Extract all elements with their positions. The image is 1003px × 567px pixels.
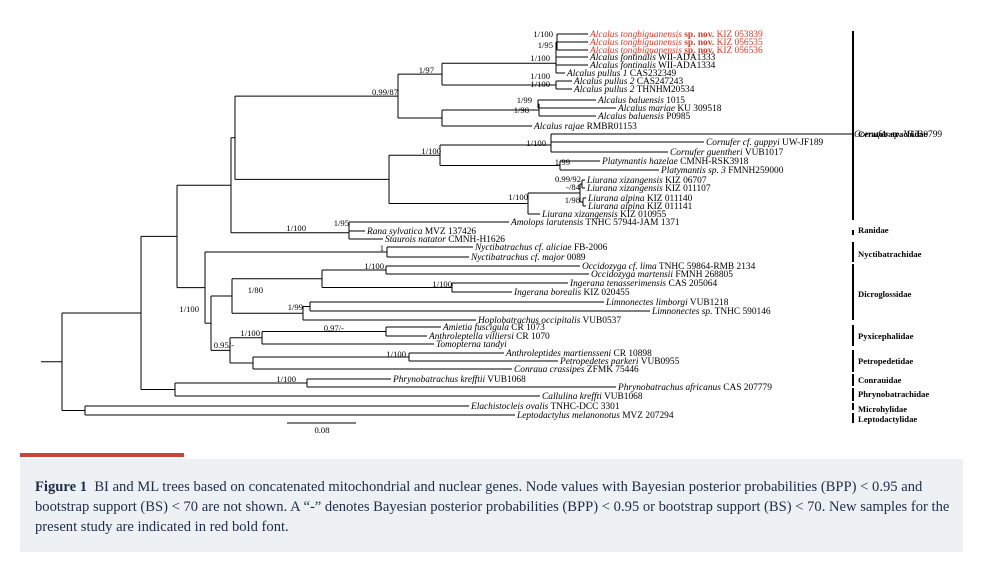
taxon-label: Occidozyga martensii FMNH 268805 — [591, 270, 733, 280]
support-value: 0.97/- — [324, 323, 344, 333]
taxon-label: Platymantis hazelae CMNH-RSK3918 — [601, 157, 749, 167]
support-value: 1/99 — [555, 157, 570, 167]
taxon-label: Alcalus fontinalis WII-ADA1334 — [589, 60, 716, 71]
support-value: 1/98 — [514, 105, 529, 115]
support-value: -/84 — [566, 182, 581, 192]
taxon-label: Liurana alpina KIZ 011141 — [587, 202, 693, 212]
support-value: 1/100 — [386, 349, 406, 359]
support-value: 1/80 — [248, 285, 263, 295]
support-value: 1/100 — [276, 374, 296, 384]
taxon-label: Liurana xizangensis KIZ 011107 — [586, 184, 711, 194]
support-value: 1/100 — [508, 192, 528, 202]
caption-label: Figure 1 — [35, 479, 88, 495]
taxon-label: Rana sylvatica MVZ 137426 — [366, 227, 476, 237]
taxon-label: Nyctibatrachus cf. major 0089 — [470, 252, 586, 263]
taxon-label: Tomopterna tandyi — [436, 340, 507, 350]
support-value: 1/100 — [240, 328, 260, 338]
figure-caption: Figure 1 BI and ML trees based on concat… — [35, 477, 950, 537]
support-value: 1/100 — [364, 261, 384, 271]
caption-accent-bar — [20, 453, 184, 457]
caption-text: BI and ML trees based on concatenated mi… — [35, 479, 950, 535]
taxon-label: Alcalus mariae KU 309518 — [617, 104, 722, 114]
support-value: 1/100 — [530, 79, 550, 89]
support-value: 1/100 — [432, 279, 452, 289]
taxon-label: Cornufer cf. guppyi UW-JF189 — [706, 137, 824, 148]
support-value: 1 — [380, 243, 384, 253]
taxon-label: Alcalus rajae RMBR01153 — [533, 122, 637, 132]
support-value: 1/100 — [526, 138, 546, 148]
scale-bar-label: 0.08 — [314, 425, 329, 435]
taxon-label: Liurana xizangensis KIZ 06707 — [586, 176, 707, 186]
family-label: Leptodactylidae — [858, 414, 917, 424]
taxon-label: Ingerana tenasserimensis CAS 205064 — [569, 279, 717, 289]
taxon-label: Alcalus tongbiguanensis sp. nov. KIZ 053… — [589, 30, 763, 40]
support-value: 1/100 — [530, 53, 550, 63]
taxon-label: Anthroleptella villiersi CR 1070 — [428, 332, 550, 342]
taxon-label: Hoplobatrachus occipitalis VUB0537 — [477, 316, 621, 326]
support-value: 1/100 — [179, 304, 199, 314]
family-label: Nyctibatrachidae — [858, 249, 922, 259]
family-label: Dicroglossidae — [858, 289, 911, 299]
taxon-label: Phrynobatrachus krefftii VUB1068 — [392, 374, 526, 385]
support-value: 1/100 — [286, 223, 306, 233]
taxon-label: Ingerana borealis KIZ 020455 — [513, 288, 630, 298]
phylogenetic-tree: Alcalus tongbiguanensis sp. nov. KIZ 053… — [41, 29, 942, 435]
support-value: 0.99/92 — [555, 174, 581, 184]
taxon-label: Leptodactylus melanonotus MVZ 207294 — [516, 411, 674, 421]
taxon-label: Amolops larutensis TNHC 57944-JAM 1371 — [510, 218, 680, 228]
support-value: 1/100 — [533, 29, 553, 39]
family-label: Petropedetidae — [858, 356, 913, 366]
support-value: 1/95 — [538, 40, 553, 50]
taxon-label: Amietia fuscigula CR 1073 — [442, 322, 545, 333]
taxon-label: Liurana xizangensis KIZ 010955 — [541, 210, 667, 220]
support-value: 1/97 — [419, 65, 435, 75]
family-label: Pyxicephalidae — [858, 331, 914, 341]
taxon-label: Phrynobatrachus africanus CAS 207779 — [617, 382, 772, 393]
family-label: Ranidae — [858, 225, 889, 235]
taxon-label: Alcalus baluensis P0985 — [597, 112, 691, 122]
taxon-label: Alcalus pullus 1 CAS232349 — [566, 69, 676, 79]
caption-box — [20, 459, 963, 552]
family-label: Microhylidae — [858, 404, 907, 414]
taxon-label: Conraua crassipes ZFMK 75446 — [514, 365, 639, 375]
taxon-label: Liurana alpina KIZ 011140 — [587, 194, 693, 204]
support-value: 1/98 — [565, 195, 580, 205]
taxon-label: Limnonectes limborgi VUB1218 — [605, 298, 729, 308]
support-value: 1/95 — [334, 218, 349, 228]
taxon-label: Alcalus tongbiguanensis sp. nov. KIZ 056… — [589, 46, 763, 56]
taxon-label: Alcalus fontinalis WII-ADA1333 — [589, 52, 716, 63]
family-label: Ceratobatrachidae — [858, 129, 927, 139]
family-label: Conrauidae — [858, 375, 902, 385]
taxon-label: Platymantis sp. 3 FMNH259000 — [660, 166, 784, 176]
taxon-label: Elachistocleis ovalis TNHC-DCC 3301 — [470, 402, 620, 412]
taxon-label: Anthroleptides martiensseni CR 10898 — [505, 349, 652, 359]
taxon-label: Cornufer guentheri VUB1017 — [670, 147, 784, 158]
taxon-label: Nyctibatrachus cf. aliciae FB-2006 — [474, 242, 608, 253]
taxon-label: Cornufer sp. VUB0799 — [854, 129, 942, 140]
support-value: 1/100 — [421, 146, 441, 156]
taxon-label: Alcalus pullus 2 CAS247243 — [573, 77, 683, 87]
support-value: 1/99 — [288, 302, 303, 312]
family-label: Phrynobatrachidae — [858, 389, 929, 399]
support-value: 0.95/- — [214, 340, 234, 350]
taxon-label: Alcalus tongbiguanensis sp. nov. KIZ 056… — [589, 38, 763, 48]
support-value: 1/99 — [517, 95, 532, 105]
taxon-label: Staurois natator CMNH-H1626 — [385, 235, 505, 245]
taxon-label: Petropedetes parkeri VUB0955 — [559, 357, 680, 367]
support-value: 0.99/87 — [372, 87, 399, 97]
taxon-label: Alcalus pullus 2 THNHM20534 — [573, 85, 695, 95]
taxon-label: Limnonectes sp. TNHC 590146 — [651, 307, 771, 317]
taxon-label: Occidozyga cf. lima TNHC 59864-RMB 2134 — [582, 261, 756, 272]
taxon-label: Callulina kreffti VUB1068 — [542, 391, 643, 402]
support-value: 1/100 — [530, 71, 550, 81]
taxon-label: Alcalus baluensis 1015 — [597, 96, 685, 106]
